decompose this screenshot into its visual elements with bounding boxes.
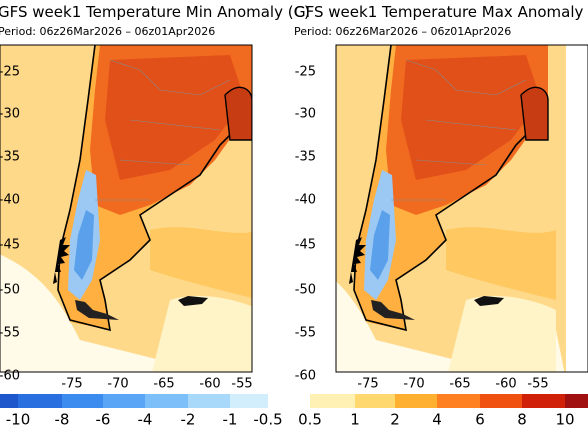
colorbar-label: -10 [6, 411, 31, 429]
colorbar-label: -2 [181, 411, 196, 429]
colorbar-segment [145, 394, 188, 408]
colorbar-label: -6 [96, 411, 111, 429]
lat-label: -30 [0, 107, 20, 122]
colorbar-label: -4 [138, 411, 153, 429]
colorbar-label: -0.5 [253, 411, 282, 429]
colorbar-label: -8 [55, 411, 70, 429]
lat-label: -45 [295, 238, 316, 253]
lat-label: -60 [0, 369, 20, 384]
colorbar-label: 1 [350, 411, 360, 429]
lat-label: -35 [0, 150, 20, 165]
colorbar-segment [522, 394, 565, 408]
colorbar-label: 6 [475, 411, 485, 429]
lon-label: -60 [199, 377, 220, 392]
colorbar-segment [18, 394, 62, 408]
colorbar-segment [355, 394, 395, 408]
lon-label: -75 [61, 377, 82, 392]
lat-label: -50 [295, 283, 316, 298]
frame-left [0, 44, 253, 373]
frame-right [335, 44, 588, 373]
lat-label: -35 [295, 150, 316, 165]
lat-label: -25 [295, 65, 316, 80]
lat-label: -40 [0, 193, 20, 208]
colorbar-label: 2 [390, 411, 400, 429]
period: Period: 06z26Mar2026 – 06z01Apr2026 [0, 25, 215, 38]
panel-title: GFS week1 Temperature Min Anomaly (C) [0, 3, 310, 21]
lon-label: -65 [449, 377, 470, 392]
period: Period: 06z26Mar2026 – 06z01Apr2026 [294, 25, 511, 38]
colorbar-segment [310, 394, 355, 408]
lon-label: -55 [231, 377, 252, 392]
colorbar-segment [395, 394, 437, 408]
lon-label: -55 [527, 377, 548, 392]
colorbar-segment [188, 394, 230, 408]
lon-label: -65 [153, 377, 174, 392]
colorbar-segment [230, 394, 268, 408]
colorbar-label: 8 [517, 411, 527, 429]
lat-label: -25 [0, 65, 20, 80]
panel-title: GFS week1 Temperature Max Anomaly [294, 3, 583, 21]
lat-label: -55 [295, 326, 316, 341]
lon-label: -70 [403, 377, 424, 392]
lat-label: -60 [295, 369, 316, 384]
colorbar-segment [0, 394, 18, 408]
colorbar-segment [268, 394, 310, 408]
map-left [0, 45, 252, 372]
lat-label: -50 [0, 283, 20, 298]
colorbar-label: 4 [432, 411, 442, 429]
lon-label: -70 [107, 377, 128, 392]
lat-label: -40 [295, 193, 316, 208]
map-right [336, 45, 567, 372]
lon-label: -75 [357, 377, 378, 392]
colorbar-label: 10 [555, 411, 574, 429]
lat-label: -30 [295, 107, 316, 122]
colorbar-segment [565, 394, 588, 408]
colorbar-segment [437, 394, 480, 408]
colorbar-label: 0.5 [298, 411, 322, 429]
colorbar-segment [103, 394, 145, 408]
colorbar-segment [480, 394, 522, 408]
lat-label: -55 [0, 326, 20, 341]
lat-label: -45 [0, 238, 20, 253]
colorbar-label: -1 [223, 411, 238, 429]
lon-label: -60 [495, 377, 516, 392]
colorbar-segment [62, 394, 103, 408]
